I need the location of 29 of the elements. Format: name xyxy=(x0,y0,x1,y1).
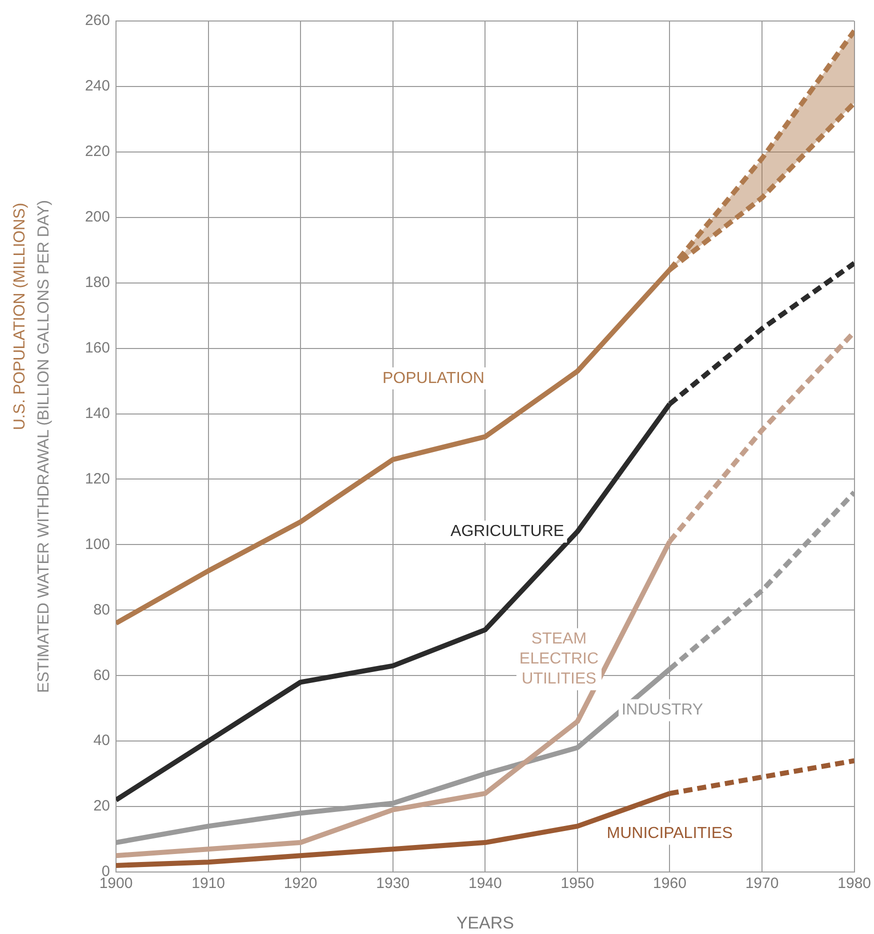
series-label: INDUSTRY xyxy=(622,702,704,719)
y-tick-label: 20 xyxy=(93,798,110,815)
y-tick-label: 100 xyxy=(84,536,110,553)
y-tick-label: 160 xyxy=(84,339,110,356)
y-tick-label: 40 xyxy=(93,732,110,750)
y-tick-label: 180 xyxy=(84,274,110,291)
series-label: MUNICIPALITIES xyxy=(606,825,733,842)
y-axis-title: ESTIMATED WATER WITHDRAWAL (BILLION GALLONS PER DAY) xyxy=(35,200,52,693)
y-tick-label: 80 xyxy=(93,601,110,618)
x-tick-label: 1970 xyxy=(745,875,779,892)
y-tick-label: 260 xyxy=(84,12,110,30)
text: POPULATION xyxy=(382,370,484,387)
x-tick-label: 1920 xyxy=(284,875,318,892)
x-tick-label: 1980 xyxy=(838,875,872,892)
y-tick-label: 120 xyxy=(84,470,110,488)
x-tick-label: 1930 xyxy=(376,875,410,892)
x-axis-title: YEARS xyxy=(456,913,514,932)
x-tick-label: 1960 xyxy=(653,875,686,892)
y-tick-label: 200 xyxy=(84,208,110,226)
y-tick-label: 240 xyxy=(84,78,110,95)
text: U.S. POPULATION (MILLIONS) xyxy=(11,202,28,430)
x-tick-label: 1940 xyxy=(468,875,502,892)
y-tick-label: 140 xyxy=(84,404,110,422)
series-label: AGRICULTURE xyxy=(450,523,564,540)
x-tick-label: 1910 xyxy=(192,875,225,892)
x-tick-label: 1950 xyxy=(560,875,594,892)
y-tick-label: 60 xyxy=(93,666,110,684)
y-tick-label: 220 xyxy=(84,143,110,160)
series-label: STEAM ELECTRIC UTILITIES xyxy=(519,630,599,688)
